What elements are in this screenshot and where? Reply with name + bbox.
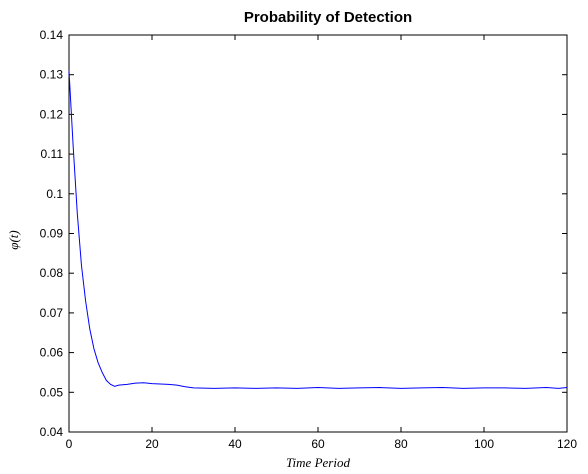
series-layer <box>68 70 568 389</box>
y-tick-label: 0.12 <box>40 107 64 121</box>
y-tick-label: 0.07 <box>40 306 64 320</box>
x-tick-label: 120 <box>557 437 577 451</box>
y-tick-label: 0.05 <box>40 385 64 399</box>
y-axis-label: φ(t) <box>6 230 21 249</box>
x-axis-label: Time Period <box>286 455 350 470</box>
y-tick-label: 0.09 <box>40 227 64 241</box>
y-tick-label: 0.08 <box>40 266 64 280</box>
y-tick-label: 0.11 <box>41 147 64 161</box>
x-axis-ticks: 0 20 40 60 80 100 120 <box>66 35 577 451</box>
x-tick-label: 20 <box>145 437 159 451</box>
y-tick-label: 0.06 <box>40 346 64 360</box>
y-axis-ticks: 0.04 0.05 0.06 0.07 0.08 0.09 0.1 0.11 0.12 0.13 0… <box>40 28 567 439</box>
x-tick-label: 60 <box>311 437 325 451</box>
x-tick-label: 0 <box>66 437 73 451</box>
y-tick-label: 0.04 <box>40 425 64 439</box>
chart-title: Probability of Detection <box>244 9 412 26</box>
series-line <box>68 70 568 389</box>
y-tick-label: 0.13 <box>40 68 64 82</box>
y-tick-label: 0.14 <box>40 28 64 42</box>
y-tick-label: 0.1 <box>46 187 63 201</box>
plot-area <box>68 34 568 433</box>
x-tick-label: 80 <box>394 437 408 451</box>
x-tick-label: 40 <box>228 437 242 451</box>
x-tick-label: 100 <box>474 437 494 451</box>
